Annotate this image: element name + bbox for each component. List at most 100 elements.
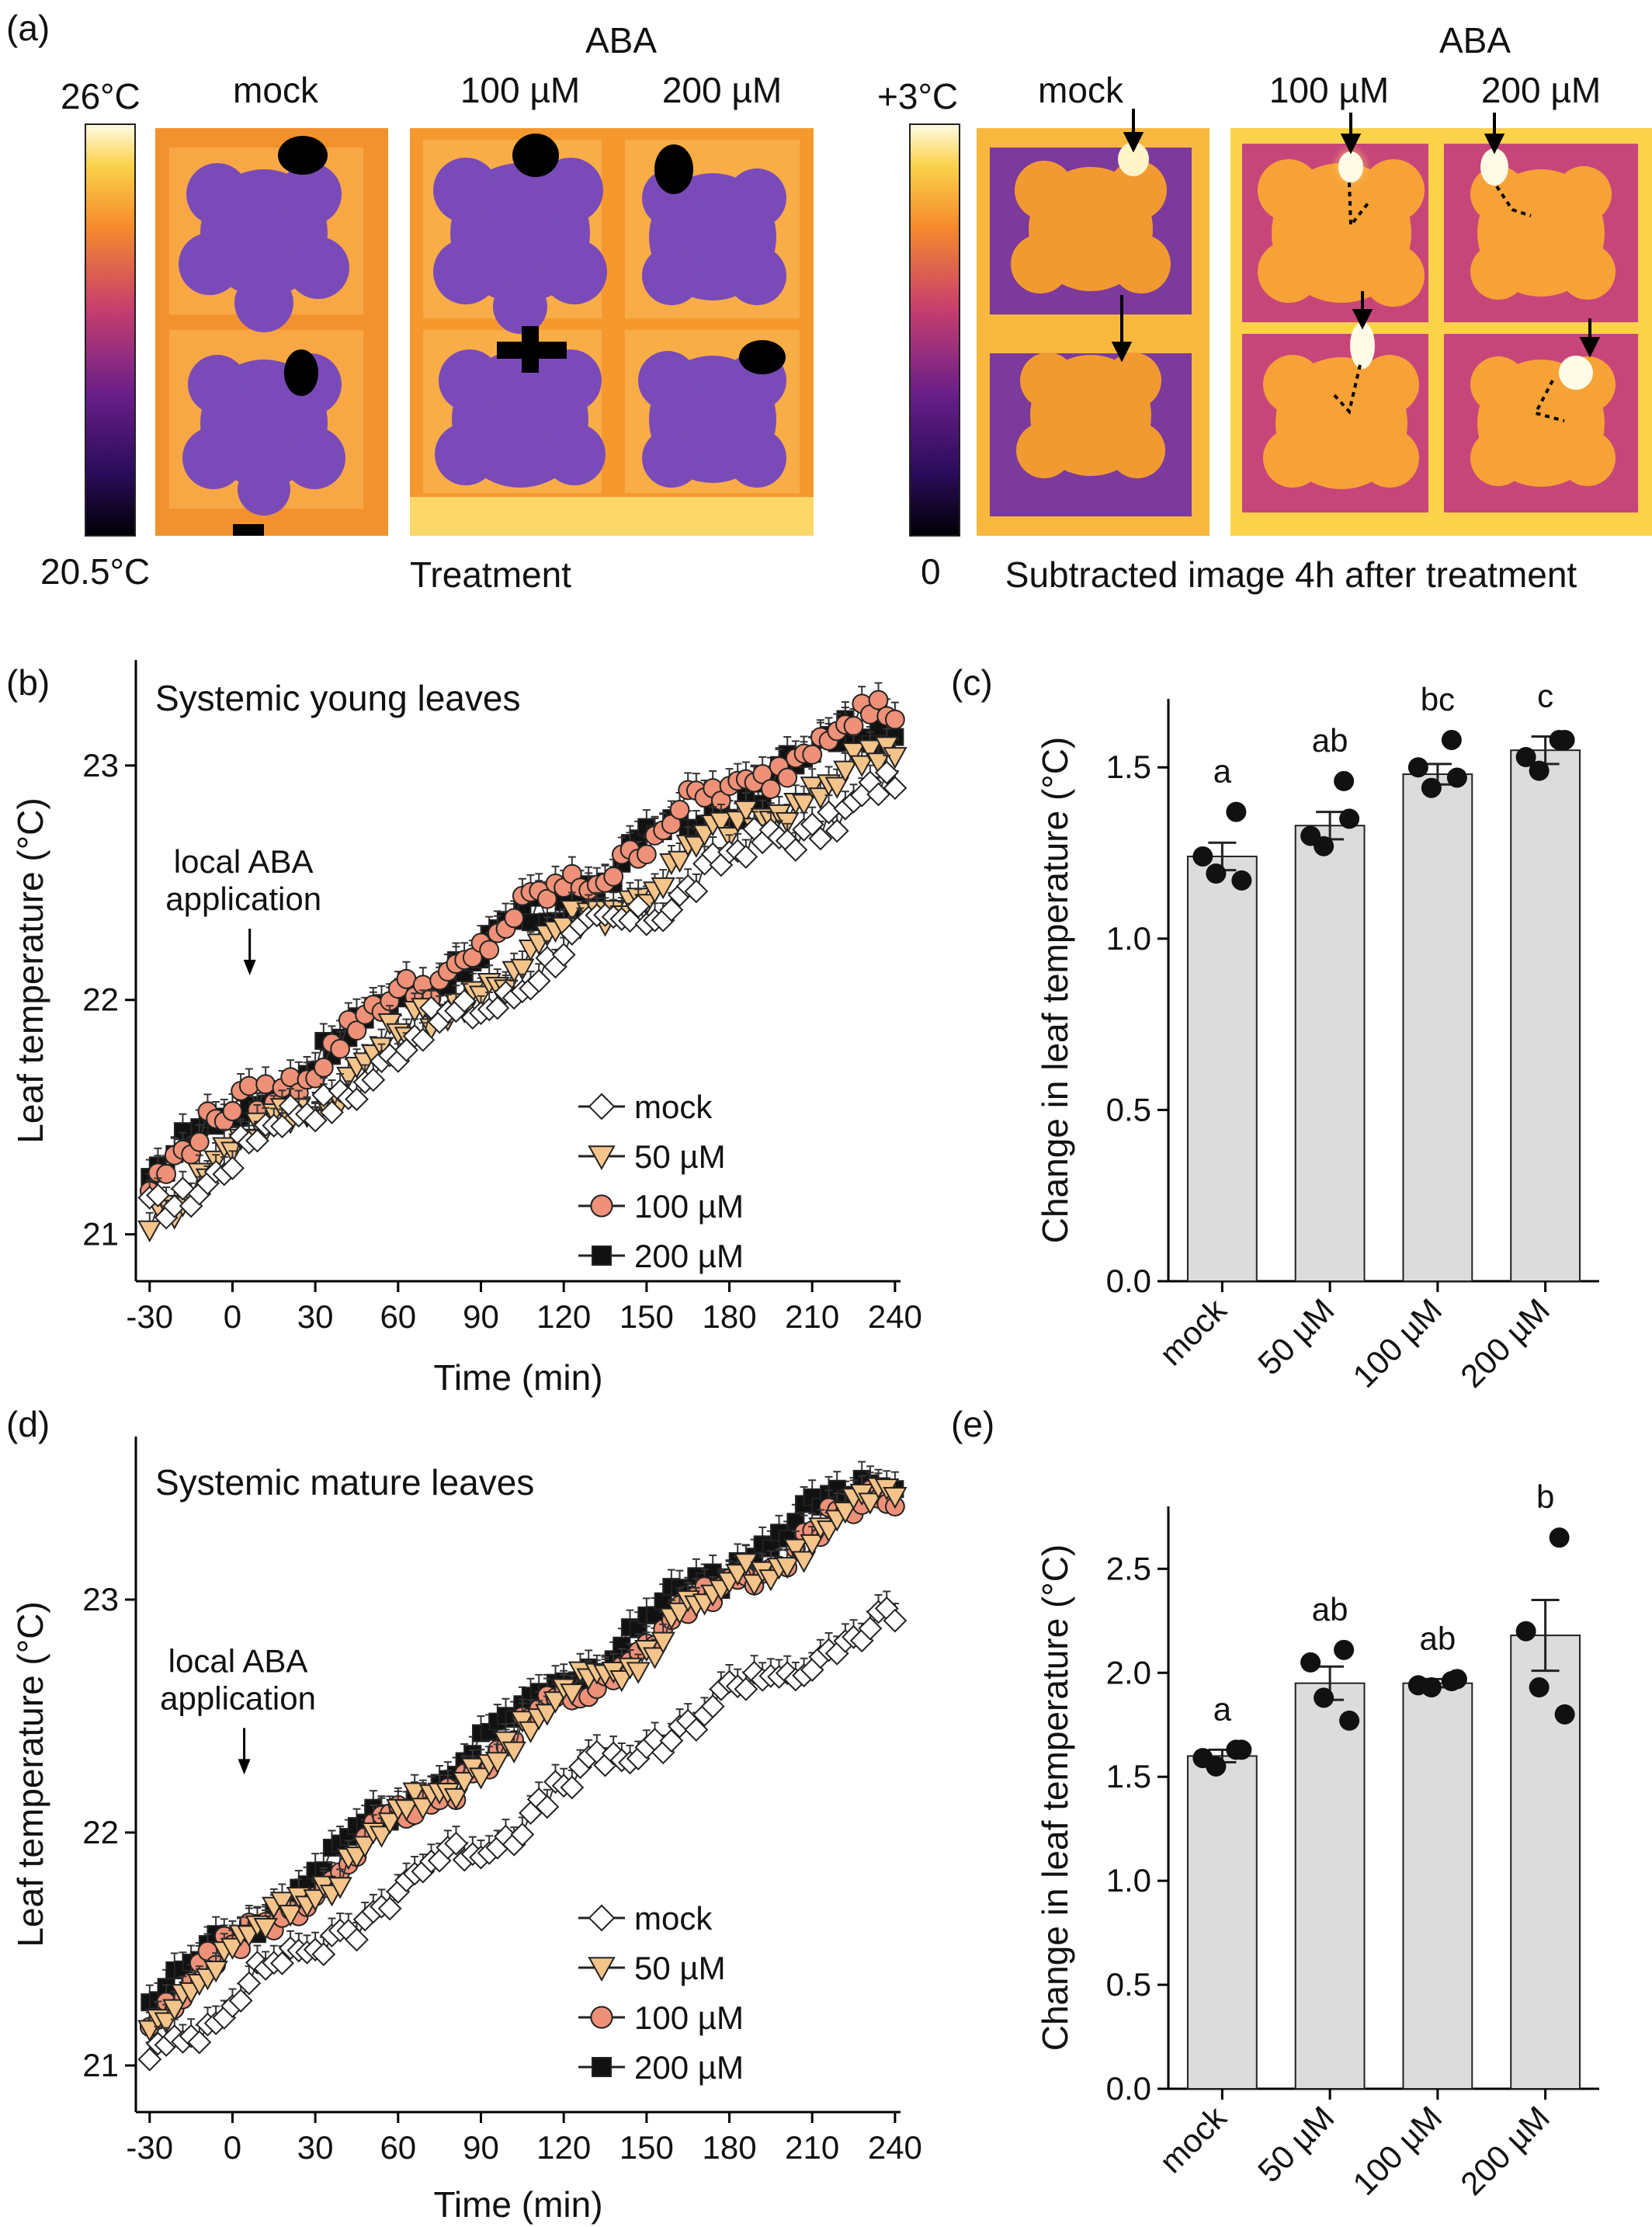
x-tick-label: 150 — [620, 2129, 674, 2166]
panel-label: (c) — [951, 662, 993, 703]
data-point-circle — [536, 888, 557, 909]
data-point — [1314, 1687, 1334, 1708]
left-group-100: 100 µM — [460, 70, 580, 110]
data-point-triangle — [667, 1602, 692, 1625]
x-tick-label: 0 — [224, 1298, 241, 1335]
y-tick-label: 2.0 — [1106, 1654, 1151, 1690]
data-point-diamond — [874, 760, 899, 785]
x-tick-label: 210 — [785, 1298, 839, 1335]
data-point-diamond — [270, 1114, 294, 1138]
data-point — [1549, 1527, 1570, 1548]
data-point-triangle — [510, 958, 535, 981]
legend-label: mock — [634, 1089, 713, 1125]
x-tick-label: 120 — [536, 1298, 591, 1335]
data-point-triangle — [833, 760, 858, 783]
data-point — [1192, 846, 1213, 867]
data-point-diamond — [824, 818, 849, 843]
significance-letter: ab — [1312, 1591, 1348, 1628]
panel-label: (b) — [6, 662, 50, 703]
data-point-diamond — [883, 1608, 908, 1633]
data-point-triangle — [800, 1534, 824, 1557]
data-point-triangle — [203, 1961, 228, 1983]
data-point-circle — [777, 767, 798, 788]
data-point-triangle — [858, 1492, 883, 1515]
data-point — [1441, 729, 1462, 750]
data-point-triangle — [402, 1782, 427, 1805]
data-point-triangle — [609, 1669, 634, 1693]
data-point-circle — [603, 866, 624, 887]
left-caption: Treatment — [410, 554, 571, 595]
data-point-triangle — [502, 1741, 526, 1763]
data-point-circle — [479, 940, 500, 961]
significance-letter: a — [1213, 753, 1232, 790]
data-point-triangle — [734, 1553, 758, 1576]
x-tick-label: mock — [1153, 1291, 1234, 1372]
thermal-image-aba — [410, 128, 814, 536]
data-point-circle — [222, 1101, 243, 1121]
x-tick-label: 200 µM — [1453, 2099, 1557, 2202]
legend-label: 100 µM — [634, 1999, 744, 2036]
data-point-diamond — [858, 1616, 883, 1641]
data-point-triangle — [791, 794, 817, 816]
significance-letter: ab — [1420, 1620, 1456, 1656]
y-axis-title: Change in leaf temperature (°C) — [1035, 737, 1075, 1244]
data-point-triangle — [535, 1704, 560, 1726]
x-tick-label: 60 — [380, 2129, 416, 2166]
data-point-diamond — [560, 1775, 585, 1800]
y-tick-label: 2.5 — [1106, 1550, 1151, 1586]
y-tick-label: 22 — [82, 981, 119, 1018]
x-tick-label: 60 — [380, 1298, 416, 1335]
y-tick-label: 1.5 — [1106, 749, 1151, 785]
right-group-200: 200 µM — [1481, 70, 1601, 110]
x-tick-label: 50 µM — [1251, 1291, 1341, 1381]
data-point-triangle — [883, 747, 908, 770]
data-point-triangle — [709, 811, 734, 835]
x-axis-title: Time (min) — [433, 1357, 602, 1398]
x-tick-label: 100 µM — [1345, 2099, 1449, 2202]
data-point-triangle — [369, 1826, 394, 1848]
data-point-circle — [590, 1194, 613, 1218]
data-point-diamond — [411, 1027, 436, 1052]
data-point-square — [592, 2057, 612, 2077]
data-point-diamond — [684, 879, 709, 904]
data-point-diamond — [345, 1927, 369, 1952]
colorbar-left-min: 20.5°C — [40, 551, 150, 592]
data-point-triangle — [667, 850, 692, 874]
data-point-diamond — [452, 988, 477, 1013]
annotation-line-2: application — [160, 1680, 316, 1716]
data-point-triangle — [642, 1647, 668, 1669]
data-point-diamond — [551, 943, 576, 967]
significance-letter: c — [1537, 678, 1553, 714]
rosette — [179, 163, 349, 332]
data-point-triangle — [269, 1892, 295, 1914]
data-point-diamond — [510, 1822, 535, 1847]
data-point-triangle — [741, 1574, 767, 1596]
data-point-triangle — [866, 752, 891, 775]
y-axis-title: Leaf temperature (°C) — [10, 1601, 50, 1947]
x-tick-label: -30 — [126, 1298, 173, 1335]
significance-letter: bc — [1421, 681, 1455, 717]
legend-label: 50 µM — [634, 1950, 726, 1986]
data-point-diamond — [734, 845, 758, 869]
data-point-triangle — [162, 1999, 187, 2021]
thermal-image-mock — [155, 128, 388, 536]
data-point — [1446, 1669, 1467, 1690]
data-point-circle — [238, 1075, 259, 1096]
data-point — [1515, 1621, 1536, 1642]
colorbar-right-min: 0 — [921, 551, 941, 592]
data-point-diamond — [237, 1971, 262, 1996]
data-point — [1529, 1677, 1550, 1698]
data-point-triangle — [328, 1877, 352, 1899]
data-point — [1206, 863, 1227, 884]
bar — [1402, 773, 1473, 1282]
data-point-triangle — [841, 742, 866, 765]
annotation-line-2: application — [165, 881, 321, 917]
y-tick-label: 23 — [82, 747, 119, 783]
data-point-triangle — [452, 1771, 477, 1794]
x-tick-label: 210 — [785, 2129, 839, 2166]
y-axis-title: Change in leaf temperature (°C) — [1035, 1544, 1075, 2052]
data-point-diamond — [588, 1093, 616, 1120]
bar — [1402, 1682, 1473, 2090]
y-tick-label: 23 — [82, 1581, 119, 1617]
annotation-arrowhead — [243, 960, 256, 975]
